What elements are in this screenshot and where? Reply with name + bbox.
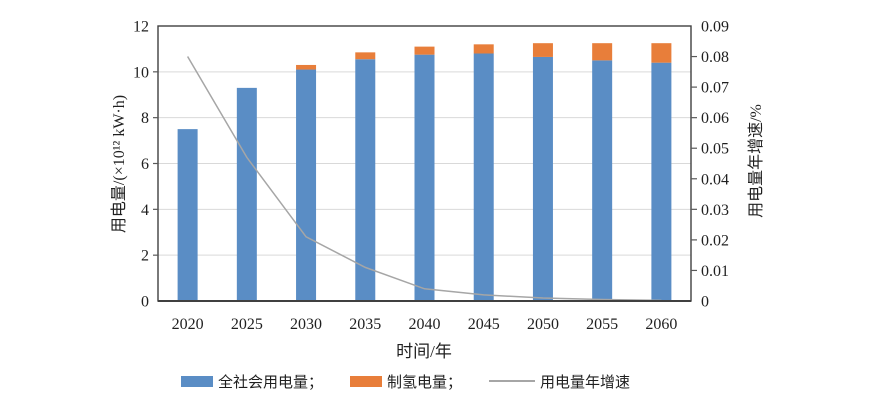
legend-item-total-electricity: 全社会用电量； (181, 371, 323, 392)
bar-total-electricity-2035 (355, 59, 376, 301)
bar-hydrogen-electricity-2060 (651, 43, 672, 63)
x-axis-title: 时间/年 (396, 342, 452, 361)
left-axis-tick-label: 12 (133, 19, 149, 36)
bar-hydrogen-electricity-2035 (355, 52, 376, 60)
bar-total-electricity-2030 (296, 69, 317, 302)
bar-total-electricity-2055 (592, 60, 613, 301)
legend-item-growth-rate: 用电量年增速 (489, 371, 630, 392)
right-axis-tick-label: 0.02 (701, 232, 729, 249)
x-axis-tick-label: 2060 (645, 316, 677, 333)
bar-total-electricity-2060 (651, 62, 672, 301)
legend-swatch-growth-rate-line-icon (489, 380, 536, 382)
x-axis-tick-label: 2030 (290, 316, 322, 333)
right-axis-tick-label: 0.03 (701, 202, 729, 219)
x-axis-tick-label: 2050 (527, 316, 559, 333)
legend-label-growth-rate: 用电量年增速 (540, 374, 631, 391)
bar-hydrogen-electricity-2045 (473, 44, 494, 54)
bar-hydrogen-electricity-2055 (592, 43, 613, 61)
legend-item-hydrogen-electricity: 制氢电量； (350, 371, 462, 392)
growth-rate-line (186, 56, 662, 302)
bar-total-electricity-2025 (236, 87, 257, 301)
bar-total-electricity-2020 (177, 129, 198, 301)
right-axis-tick-label: 0.04 (701, 171, 729, 188)
legend-swatch-total-electricity-icon (181, 375, 213, 387)
right-axis-tick-label: 0.06 (701, 110, 729, 127)
x-axis-tick-label: 2040 (409, 316, 441, 333)
bar-hydrogen-electricity-2030 (296, 64, 317, 70)
x-axis-tick-label: 2045 (468, 316, 500, 333)
right-axis-tick-label: 0.09 (701, 19, 729, 36)
bar-total-electricity-2050 (532, 56, 553, 301)
x-axis-tick-label: 2025 (231, 316, 263, 333)
left-axis-tick-label: 10 (133, 64, 149, 81)
right-axis-tick-label: 0.07 (701, 80, 729, 97)
right-axis-tick-label: 0.05 (701, 141, 729, 158)
x-axis-tick-label: 2020 (172, 316, 204, 333)
bar-total-electricity-2040 (414, 54, 435, 302)
right-axis-tick-label: 0.01 (701, 263, 729, 280)
right-axis-tick-label: 0 (701, 294, 709, 311)
bar-hydrogen-electricity-2040 (414, 46, 435, 55)
left-axis-tick-label: 6 (141, 156, 149, 173)
right-axis-tick-label: 0.08 (701, 49, 729, 66)
right-axis-title: 用电量年增速/% (748, 104, 765, 218)
legend-label-total-electricity: 全社会用电量； (218, 374, 324, 391)
bar-hydrogen-electricity-2050 (532, 43, 553, 57)
legend: 全社会用电量； 制氢电量； 用电量年增速 (181, 370, 630, 392)
x-axis-tick-label: 2035 (349, 316, 381, 333)
bar-total-electricity-2045 (473, 53, 494, 301)
x-axis-tick-label: 2055 (586, 316, 618, 333)
left-axis-tick-label: 4 (141, 202, 149, 219)
left-axis-tick-label: 8 (141, 110, 149, 127)
left-axis-title: 用电量/(×10¹² kW·h) (111, 94, 128, 234)
left-axis-tick-label: 2 (141, 248, 149, 265)
legend-label-hydrogen-electricity: 制氢电量； (387, 374, 463, 391)
legend-swatch-hydrogen-electricity-icon (350, 375, 383, 387)
left-axis-tick-label: 0 (141, 294, 149, 311)
